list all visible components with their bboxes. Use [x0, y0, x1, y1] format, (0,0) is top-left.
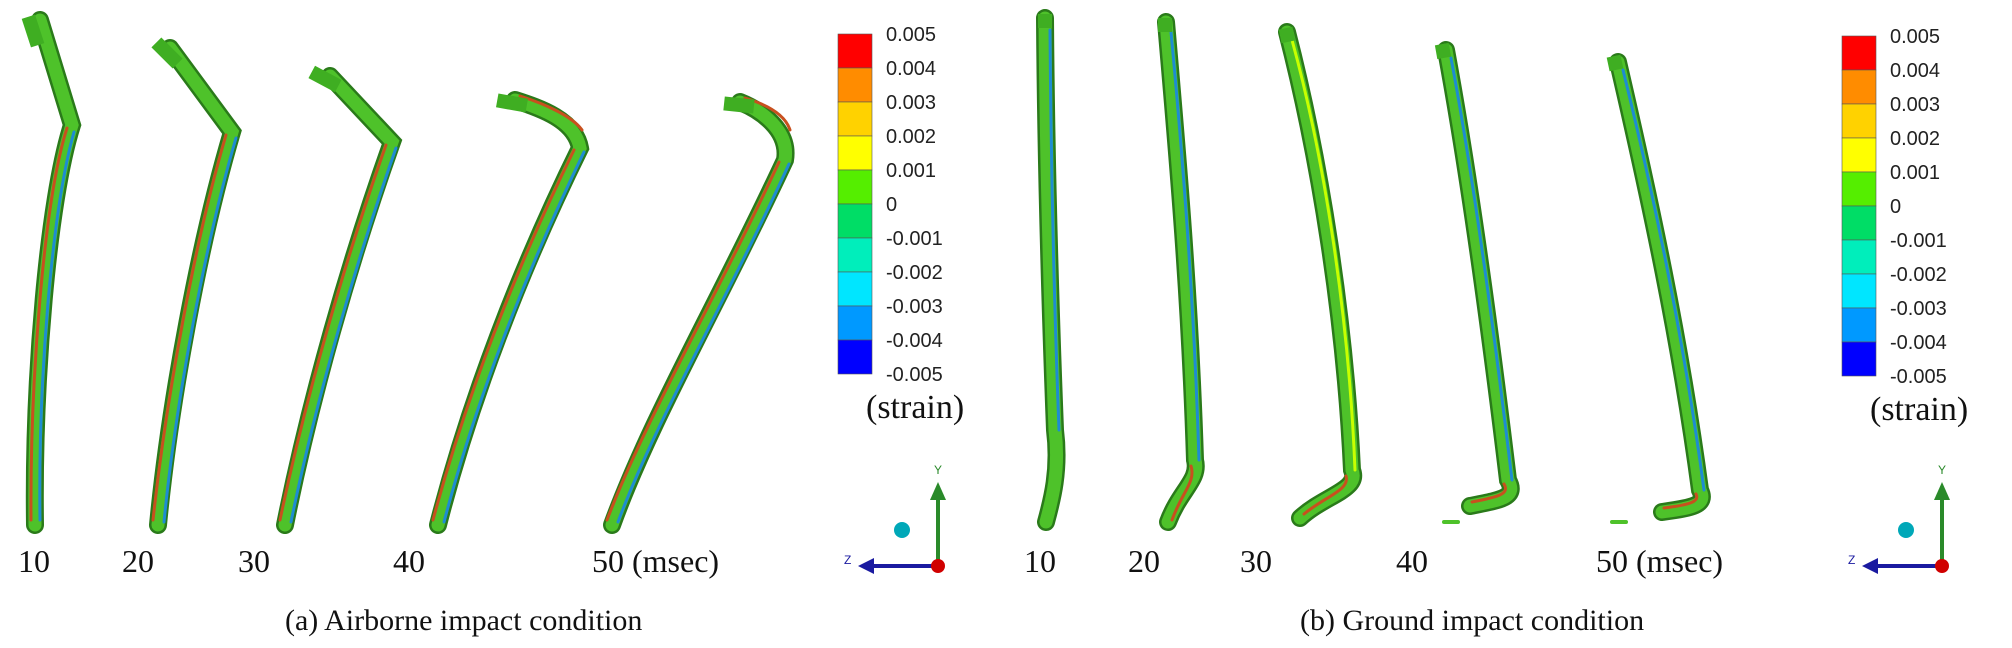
y-arrowhead-icon: [1934, 482, 1950, 500]
legend-tick-label: 0.001: [886, 160, 936, 182]
airborne-legend-unit: (strain): [866, 389, 964, 426]
legend-color-band: [837, 271, 873, 307]
legend-tick-label: 0.001: [1890, 162, 1940, 184]
airborne-time-label: 10: [18, 543, 50, 579]
panel-airborne: 10 20 30 40 50 (msec) 0.0050.0040.0030.0…: [18, 11, 964, 637]
z-arrowhead-icon: [858, 558, 874, 574]
legend-color-band: [1841, 341, 1877, 377]
y-axis-label: Y: [934, 463, 942, 477]
ground-time-label: 40: [1396, 543, 1428, 579]
ground-beam-30: [1278, 23, 1362, 527]
y-arrowhead-icon: [930, 482, 946, 500]
ground-beams: [1036, 9, 1711, 531]
origin-dot-icon: [1935, 559, 1949, 573]
airborne-time-labels: 10 20 30 40 50 (msec): [18, 543, 719, 579]
airborne-axis-triad: Y Z: [844, 463, 946, 574]
panel-ground: 10 20 30 40 50 (msec) 0.0050.0040.0030.0…: [1024, 9, 1968, 637]
legend-color-band: [837, 33, 873, 69]
airborne-beam-30: [276, 65, 403, 534]
y-axis-label: Y: [1938, 463, 1946, 477]
ground-time-labels: 10 20 30 40 50 (msec): [1024, 543, 1723, 579]
ground-beam-40: [1434, 41, 1520, 524]
legend-tick-label: -0.004: [1890, 332, 1947, 354]
ground-time-label: 10: [1024, 543, 1056, 579]
ground-axis-triad: Y Z: [1848, 463, 1950, 574]
legend-color-band: [1841, 35, 1877, 71]
airborne-time-label: 30: [238, 543, 270, 579]
airborne-beam-40: [429, 91, 590, 534]
legend-tick-label: -0.001: [1890, 230, 1947, 252]
z-axis-label: Z: [1848, 553, 1855, 567]
airborne-time-label: 20: [122, 543, 154, 579]
legend-tick-label: 0.003: [1890, 94, 1940, 116]
legend-tick-label: 0.002: [1890, 128, 1940, 150]
ground-time-label: 30: [1240, 543, 1272, 579]
legend-tick-label: 0.004: [1890, 60, 1940, 82]
ground-caption: (b) Ground impact condition: [1300, 604, 1644, 637]
ground-time-label: 50 (msec): [1596, 543, 1723, 579]
ground-beam-20: [1157, 13, 1205, 531]
legend-color-band: [1841, 239, 1877, 275]
legend-tick-label: -0.004: [886, 330, 943, 352]
legend-tick-label: 0.003: [886, 92, 936, 114]
ground-legend-unit: (strain): [1870, 391, 1968, 428]
legend-tick-label: -0.005: [1890, 366, 1947, 388]
legend-color-band: [1841, 69, 1877, 105]
legend-color-band: [837, 237, 873, 273]
airborne-beam-10: [21, 11, 82, 534]
legend-color-band: [837, 305, 873, 341]
airborne-time-label: 50 (msec): [592, 543, 719, 579]
legend-tick-label: -0.003: [1890, 298, 1947, 320]
view-sphere-icon: [894, 522, 910, 538]
legend-tick-label: -0.003: [886, 296, 943, 318]
airborne-caption: (a) Airborne impact condition: [285, 604, 642, 637]
legend-color-band: [1841, 103, 1877, 139]
legend-color-band: [1841, 171, 1877, 207]
legend-tick-label: -0.002: [1890, 264, 1947, 286]
view-sphere-icon: [1898, 522, 1914, 538]
airborne-legend-ticks: 0.005 0.004 0.003 0.002 0.001 0 -0.001 -0.002 -0…: [886, 24, 943, 386]
z-arrowhead-icon: [1862, 558, 1878, 574]
airborne-beam-50: [603, 93, 795, 534]
z-axis-label: Z: [844, 553, 851, 567]
legend-tick-label: -0.005: [886, 364, 943, 386]
legend-color-band: [837, 203, 873, 239]
ground-legend-ticks: 0.005 0.004 0.003 0.002 0.001 0 -0.001 -0.002 -0…: [1890, 26, 1947, 388]
airborne-beams: [21, 11, 795, 534]
ground-legend-bar: [1841, 35, 1877, 377]
legend-color-band: [1841, 205, 1877, 241]
legend-tick-label: 0.002: [886, 126, 936, 148]
airborne-time-label: 40: [393, 543, 425, 579]
airborne-color-legend: 0.005 0.004 0.003 0.002 0.001 0 -0.001 -0.002 -0…: [837, 24, 964, 426]
legend-color-band: [837, 339, 873, 375]
legend-tick-label: 0.005: [1890, 26, 1940, 48]
legend-tick-label: 0: [1890, 196, 1901, 218]
airborne-legend-bar: [837, 33, 873, 375]
legend-tick-label: 0.005: [886, 24, 936, 46]
legend-color-band: [837, 135, 873, 171]
legend-color-band: [837, 101, 873, 137]
legend-color-band: [1841, 137, 1877, 173]
ground-beam-50: [1606, 53, 1711, 524]
legend-tick-label: 0.004: [886, 58, 936, 80]
legend-color-band: [1841, 273, 1877, 309]
legend-color-band: [1841, 307, 1877, 343]
airborne-beam-20: [149, 37, 242, 534]
legend-tick-label: 0: [886, 194, 897, 216]
legend-tick-label: -0.001: [886, 228, 943, 250]
ground-color-legend: 0.005 0.004 0.003 0.002 0.001 0 -0.001 -0.002 -0…: [1841, 26, 1968, 428]
legend-color-band: [837, 67, 873, 103]
legend-tick-label: -0.002: [886, 262, 943, 284]
ground-beam-10: [1036, 9, 1066, 531]
ground-time-label: 20: [1128, 543, 1160, 579]
origin-dot-icon: [931, 559, 945, 573]
legend-color-band: [837, 169, 873, 205]
